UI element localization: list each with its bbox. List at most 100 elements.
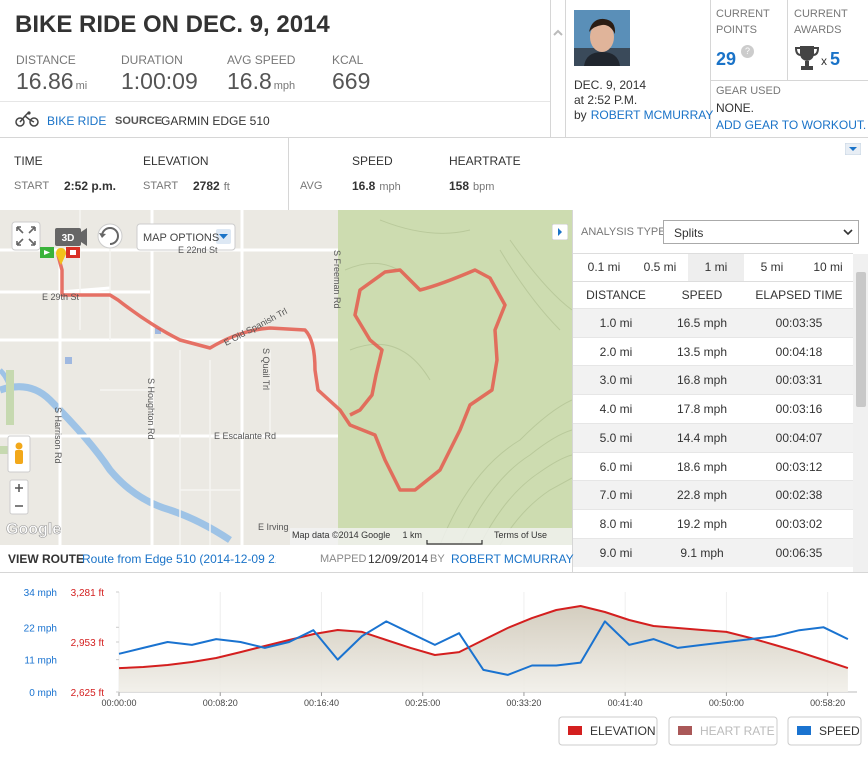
- stat-value: 669: [332, 68, 370, 95]
- points-help[interactable]: ?: [741, 45, 754, 58]
- fullscreen-button[interactable]: [11, 221, 41, 251]
- awards-label: CURRENT AWARDS: [794, 8, 848, 36]
- split-cell: 7.0 mi: [599, 488, 633, 503]
- interval-tab[interactable]: 5 mi: [760, 260, 784, 274]
- legend-button[interactable]: SPEED: [787, 716, 862, 746]
- gear-label: GEAR USED: [716, 85, 781, 97]
- street-label: E Escalante Rd: [214, 431, 276, 441]
- column-header: DISTANCE: [586, 288, 646, 302]
- x-tick-label: 00:50:00: [709, 698, 744, 708]
- collapse-arrow[interactable]: [551, 26, 565, 40]
- workout-date: DEC. 9, 2014: [574, 78, 647, 92]
- summary-number: 2:52 p.m.: [64, 179, 117, 193]
- summary-unit: ft: [223, 181, 230, 193]
- split-cell: 00:03:02: [775, 516, 823, 531]
- activity-type-link[interactable]: BIKE RIDE: [47, 114, 107, 128]
- split-cell: 00:03:35: [775, 316, 823, 330]
- expand-button[interactable]: [845, 143, 861, 155]
- interval-tab[interactable]: 10 mi: [813, 260, 843, 274]
- street-label: E 22nd St: [178, 245, 218, 255]
- legend-button-bg[interactable]: [558, 716, 658, 746]
- stat-number: 16.86: [16, 68, 74, 94]
- tabs-border: [573, 281, 853, 282]
- interval-tab[interactable]: 0.5 mi: [643, 260, 677, 274]
- elevation-area: [119, 606, 848, 692]
- map-terms[interactable]: Terms of Use: [494, 530, 547, 540]
- 3d-button[interactable]: [55, 228, 81, 246]
- legend-label[interactable]: ELEVATION: [590, 724, 656, 738]
- x-tick-label: 00:08:20: [203, 698, 238, 708]
- legend-button[interactable]: ELEVATION: [558, 716, 658, 746]
- workout-time: at 2:52 P.M.: [574, 93, 638, 107]
- split-cell: 9.0 mi: [599, 545, 633, 560]
- divider: [288, 137, 289, 210]
- legend-button-bg[interactable]: [668, 716, 778, 746]
- summary-value: 16.8 mph: [352, 179, 401, 193]
- add-gear-link[interactable]: ADD GEAR TO WORKOUT.: [716, 118, 867, 132]
- summary-label: TIME: [14, 154, 43, 168]
- summary-number: 16.8: [352, 179, 376, 193]
- awards-count: 5: [830, 49, 841, 69]
- split-cell: 17.8 mph: [676, 402, 728, 417]
- split-cell: 4.0 mi: [599, 402, 633, 417]
- tabs-border: [573, 253, 853, 254]
- user-link[interactable]: ROBERT MCMURRAY: [590, 108, 714, 122]
- split-cell: 8.0 mi: [599, 516, 633, 531]
- summary-value: 158 bpm: [449, 179, 494, 193]
- split-row: [573, 365, 853, 395]
- mapped-label: MAPPED: [320, 553, 367, 565]
- stat-number: 1:00:09: [121, 68, 198, 94]
- map-options-button[interactable]: [136, 223, 236, 251]
- summary-value: 2782 ft: [193, 179, 230, 193]
- scrollbar-thumb[interactable]: [856, 272, 866, 407]
- y-tick-label: 11 mph: [24, 656, 57, 667]
- split-cell: 18.6 mph: [676, 459, 728, 474]
- interval-tab[interactable]: 1 mi: [688, 254, 744, 281]
- map-options-label[interactable]: MAP OPTIONS: [143, 232, 219, 244]
- panel-toggle[interactable]: [552, 224, 568, 240]
- legend-swatch: [797, 726, 811, 735]
- legend-label[interactable]: SPEED: [819, 724, 860, 738]
- stat-unit: mi: [75, 80, 88, 92]
- source-value: GARMIN EDGE 510: [161, 114, 270, 128]
- x-tick-label: 00:16:40: [304, 698, 339, 708]
- route-link[interactable]: Route from Edge 510 (2014-12-09 21:5: [82, 552, 276, 566]
- split-cell: 19.2 mph: [676, 516, 728, 531]
- divider: [710, 0, 711, 137]
- zoom-control[interactable]: [9, 479, 29, 515]
- map-3d-label[interactable]: 3D: [62, 233, 75, 244]
- split-row: [573, 537, 853, 567]
- street-label: S Harrison Rd: [53, 407, 63, 464]
- split-cell: 6.0 mi: [599, 459, 633, 474]
- column-header: SPEED: [681, 288, 723, 302]
- analysis-select[interactable]: Splits: [663, 220, 859, 244]
- stat-label: DISTANCE: [16, 53, 76, 67]
- interval-tab[interactable]: 0.1 mi: [587, 260, 621, 274]
- summary-value: 2:52 p.m.: [64, 179, 116, 193]
- split-cell: 00:04:07: [775, 430, 823, 445]
- legend-label[interactable]: HEART RATE: [700, 724, 775, 738]
- legend-button[interactable]: HEART RATE: [668, 716, 778, 746]
- split-cell: 16.8 mph: [676, 373, 728, 388]
- map-scale: 1 km: [402, 530, 422, 540]
- split-cell: 22.8 mph: [676, 488, 728, 503]
- y2-tick-label: 2,953 ft: [71, 638, 105, 649]
- split-cell: 3.0 mi: [599, 373, 633, 388]
- mapped-date: 12/09/2014: [368, 552, 429, 566]
- bike-icon: [15, 111, 39, 127]
- divider: [565, 0, 566, 137]
- source-label: SOURCE: [115, 115, 163, 127]
- summary-sub: AVG: [300, 180, 323, 192]
- profile-photo[interactable]: [574, 10, 630, 66]
- split-cell: 14.4 mph: [676, 430, 728, 445]
- legend-button-bg[interactable]: [787, 716, 862, 746]
- analysis-type-label: ANALYSIS TYPE:: [581, 226, 669, 238]
- legend-swatch: [678, 726, 692, 735]
- mapped-user[interactable]: ROBERT MCMURRAY: [451, 552, 574, 566]
- x-tick-label: 00:41:40: [608, 698, 643, 708]
- split-cell: 2.0 mi: [599, 344, 633, 359]
- x-tick-label: 00:58:20: [810, 698, 845, 708]
- stat-label: AVG SPEED: [227, 53, 296, 67]
